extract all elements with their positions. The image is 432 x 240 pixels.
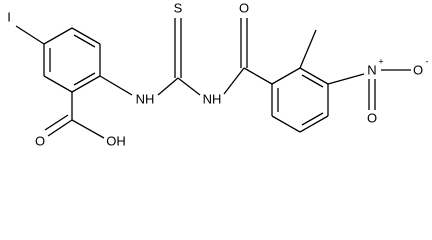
atom-label: N xyxy=(367,62,376,77)
atom-label: OH xyxy=(106,133,126,148)
atom-label: NH xyxy=(203,91,222,106)
molecule-diagram: I S NH NH O N + O - O O OH xyxy=(7,0,429,148)
atom-label: NH xyxy=(136,91,155,106)
atom-label: I xyxy=(7,9,11,24)
charge-label: - xyxy=(426,56,429,66)
atom-label: O xyxy=(367,110,377,125)
atom-label: O xyxy=(35,133,45,148)
atom-label: S xyxy=(174,0,183,15)
charge-label: + xyxy=(378,56,383,66)
atom-label: O xyxy=(413,62,423,77)
atom-label: O xyxy=(239,0,249,15)
bonds xyxy=(15,18,411,139)
